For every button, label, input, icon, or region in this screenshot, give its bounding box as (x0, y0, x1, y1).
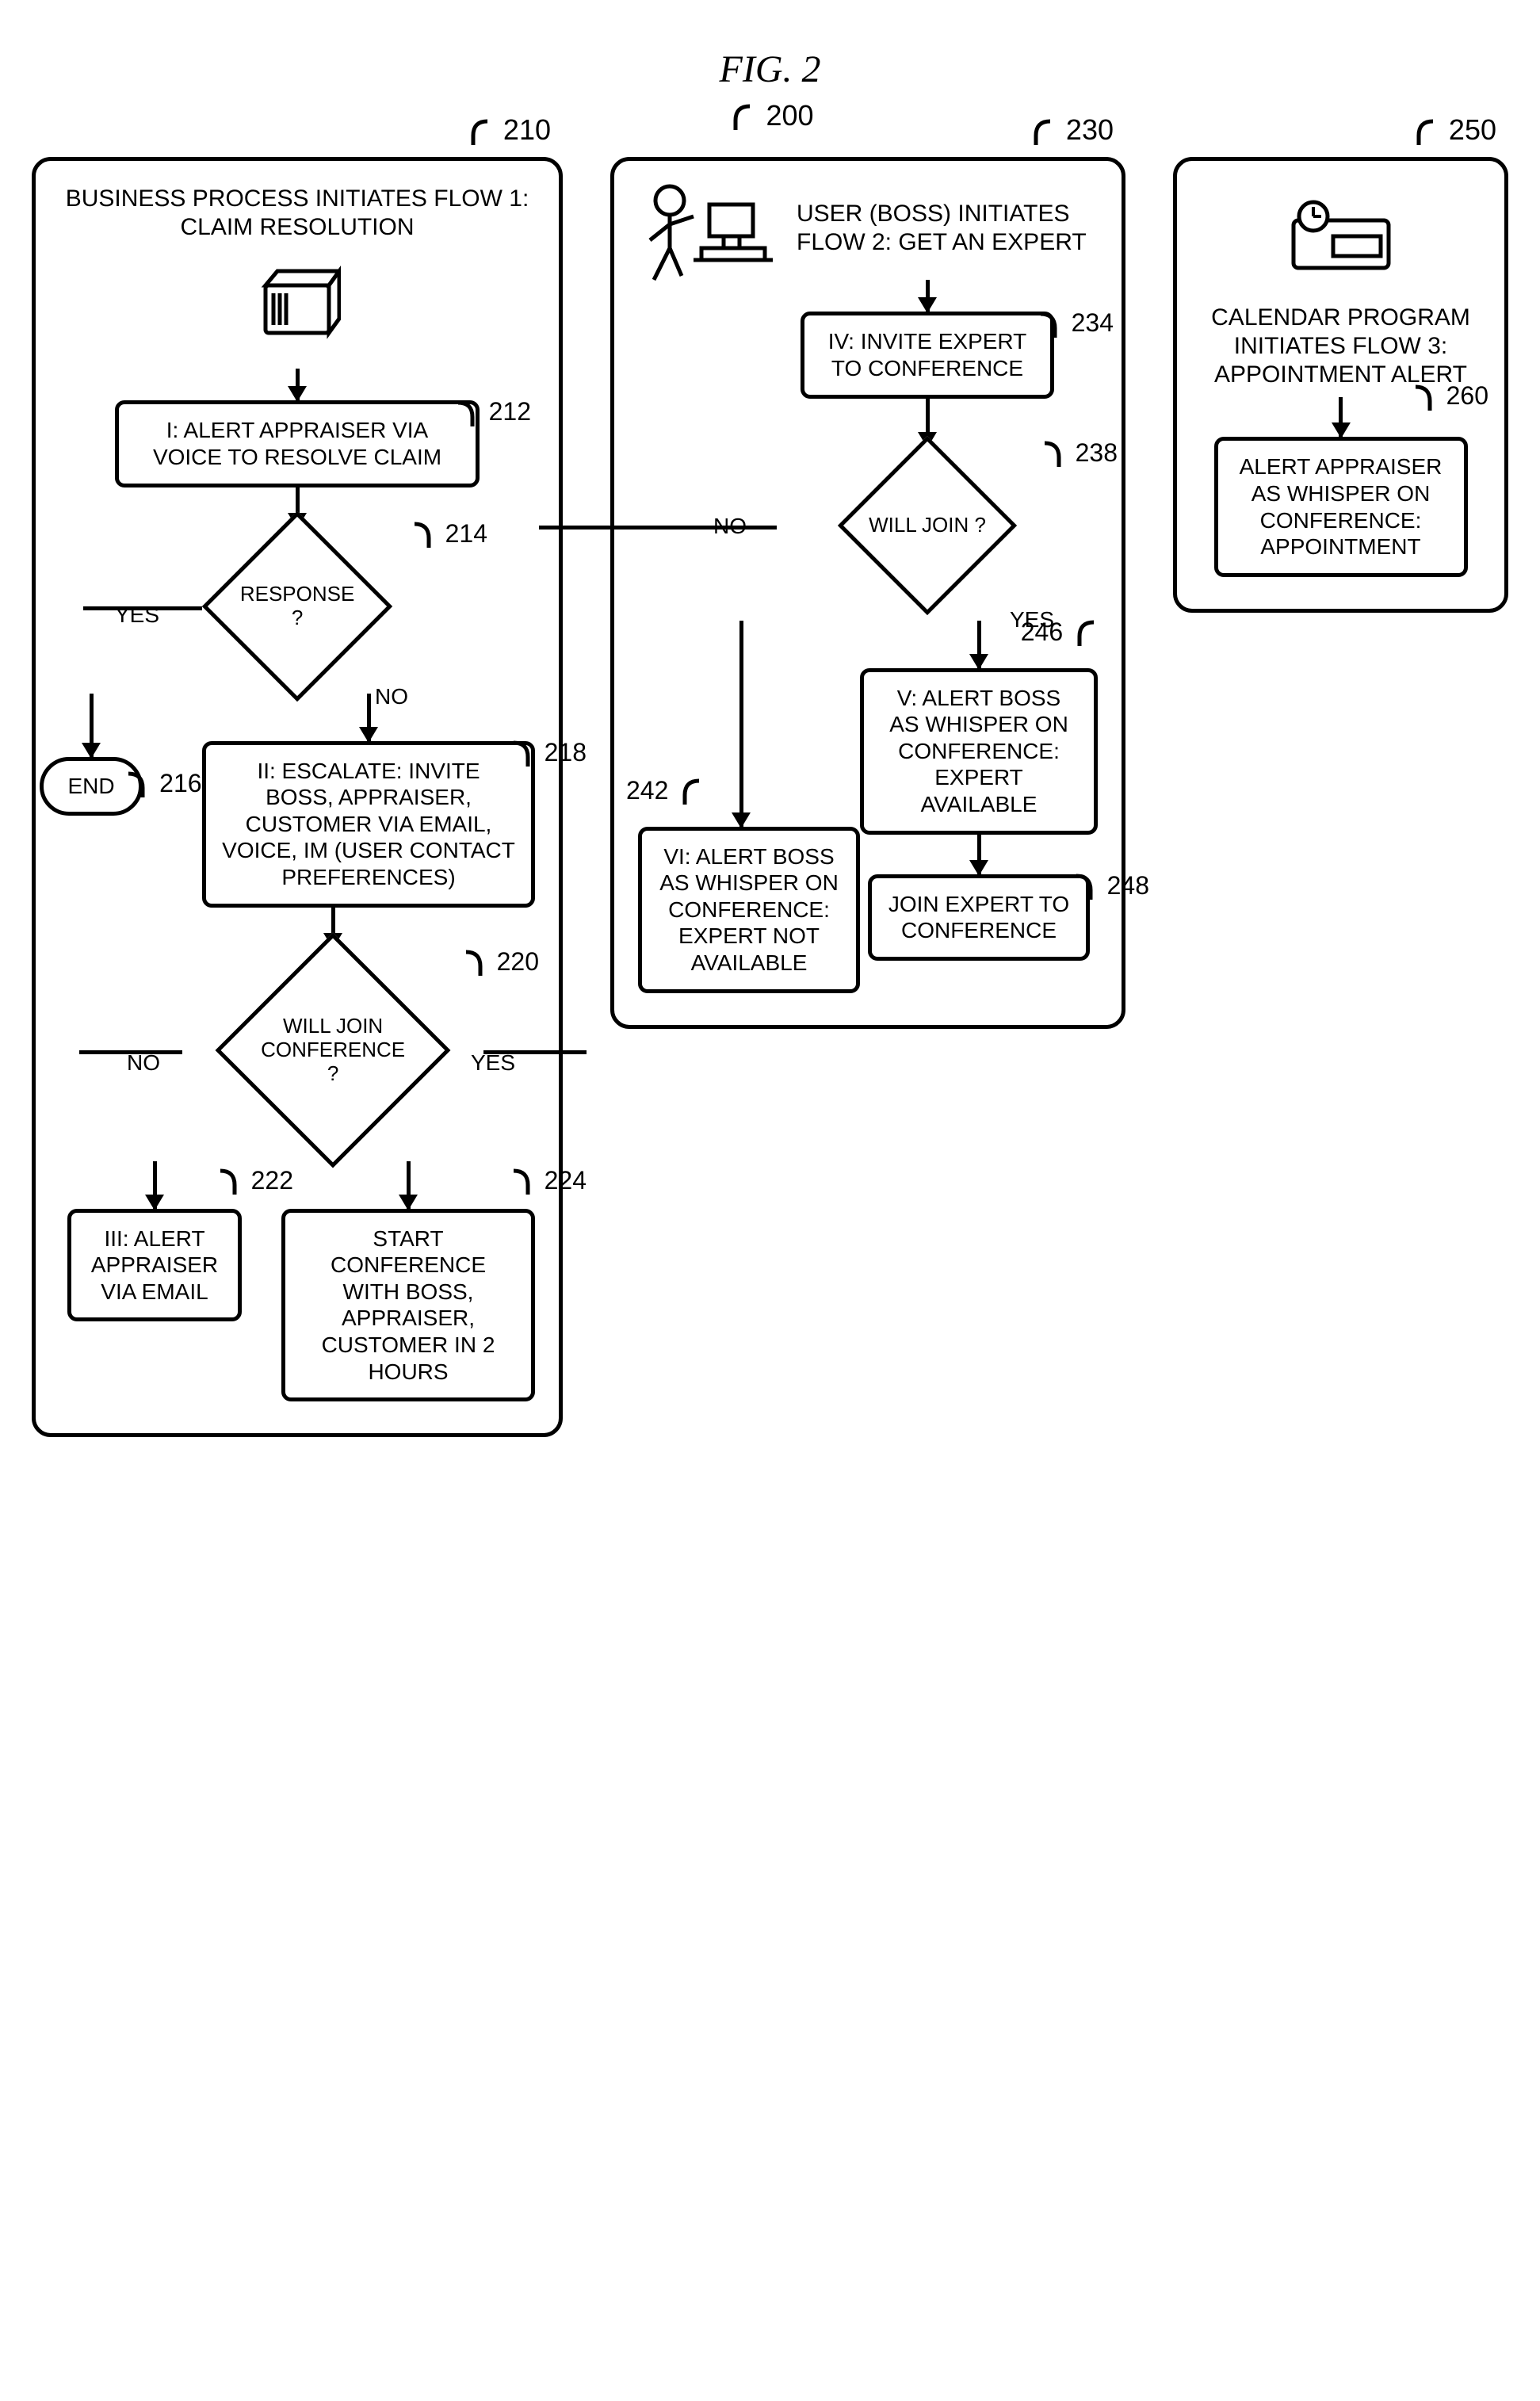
connector (1339, 397, 1343, 437)
connector (367, 694, 371, 741)
ref-220: 220 (458, 947, 539, 980)
flow1-header: BUSINESS PROCESS INITIATES FLOW 1: CLAIM… (59, 185, 535, 242)
calendar-icon (1278, 193, 1404, 288)
hook-icon (450, 398, 482, 430)
hook-icon (120, 769, 152, 801)
hook-icon (506, 1166, 537, 1198)
user-at-desk-icon (638, 185, 781, 280)
ref-246: 246 (1021, 617, 1102, 650)
connector (296, 369, 300, 400)
connector (539, 526, 777, 530)
flow2-header: USER (BOSS) INITIATES FLOW 2: GET AN EXP… (797, 200, 1098, 257)
hook-icon (1037, 438, 1068, 470)
ref-224: 224 (506, 1165, 587, 1199)
hook-icon (1068, 871, 1100, 903)
connector (977, 621, 981, 668)
figure-main-ref: 200 (32, 99, 1508, 133)
ref-216: 216 (120, 769, 201, 801)
hook-icon (1408, 382, 1439, 414)
figure-title: FIG. 2 (32, 48, 1508, 91)
panel-ref-230: 230 (1026, 113, 1114, 147)
connector (153, 1161, 157, 1209)
terminator-216: 216 END (40, 757, 142, 816)
connector (407, 1161, 411, 1209)
box-242: 242 VI: ALERT BOSS AS WHISPER ON CONFERE… (638, 827, 860, 993)
ref-214: 214 (407, 519, 487, 552)
hook-icon (675, 776, 707, 808)
ref-248: 248 (1068, 870, 1149, 904)
hook-icon (1026, 117, 1058, 148)
ref-212: 212 (450, 396, 531, 430)
connector (926, 280, 930, 312)
box-224: 224 START CONFERENCE WITH BOSS, APPRAISE… (281, 1209, 535, 1402)
ref-242: 242 (626, 775, 707, 809)
ref-238: 238 (1037, 438, 1118, 471)
box-222: 222 III: ALERT APPRAISER VIA EMAIL (67, 1209, 242, 1322)
hook-icon (458, 947, 490, 979)
connector (739, 621, 743, 827)
server-icon (254, 258, 341, 353)
ref-260: 260 (1408, 381, 1488, 414)
hook-icon (464, 117, 495, 148)
diamond-220: WILL JOIN CONFERENCE ? 220 NO YES (95, 947, 571, 1153)
hook-icon (506, 738, 537, 770)
box-248: 248 JOIN EXPERT TO CONFERENCE (868, 874, 1090, 961)
connector (79, 1050, 182, 1054)
connector (977, 835, 981, 874)
ref-234: 234 (1033, 308, 1114, 341)
main-ref-number: 200 (766, 99, 813, 132)
connector (483, 1050, 587, 1054)
hook-icon (726, 101, 758, 133)
panel-flow2: 230 USER (BOSS) INITIATES FLOW 2: GET AN… (610, 157, 1125, 1028)
panels-row: 210 BUSINESS PROCESS INITIATES FLOW 1: C… (32, 157, 1508, 1437)
ref-218: 218 (506, 737, 587, 770)
box-234: 234 IV: INVITE EXPERT TO CONFERENCE (801, 312, 1054, 398)
hook-icon (212, 1166, 244, 1198)
connector (90, 694, 94, 757)
diamond-238: WILL JOIN ? 238 NO YES (697, 446, 1157, 605)
panel-flow3: 250 CALENDAR PROGRAM INITIATES FLOW 3: A… (1173, 157, 1508, 612)
hook-icon (407, 519, 438, 551)
hook-icon (1409, 117, 1441, 148)
box-260: ALERT APPRAISER AS WHISPER ON CONFERENCE… (1214, 437, 1468, 576)
connector (83, 606, 202, 610)
box-246: 246 V: ALERT BOSS AS WHISPER ON CONFEREN… (860, 668, 1098, 835)
panel-ref-250: 250 (1409, 113, 1496, 147)
box-212: 212 I: ALERT APPRAISER VIA VOICE TO RESO… (115, 400, 480, 487)
panel-ref-210: 210 (464, 113, 551, 147)
diamond-214: RESPONSE ? 214 YES NO (59, 527, 535, 686)
hook-icon (1033, 309, 1064, 341)
panel-flow1: 210 BUSINESS PROCESS INITIATES FLOW 1: C… (32, 157, 563, 1437)
hook-icon (1070, 617, 1102, 649)
flow3-header: CALENDAR PROGRAM INITIATES FLOW 3: APPOI… (1201, 304, 1481, 389)
box-218: 218 II: ESCALATE: INVITE BOSS, APPRAISER… (202, 741, 535, 908)
